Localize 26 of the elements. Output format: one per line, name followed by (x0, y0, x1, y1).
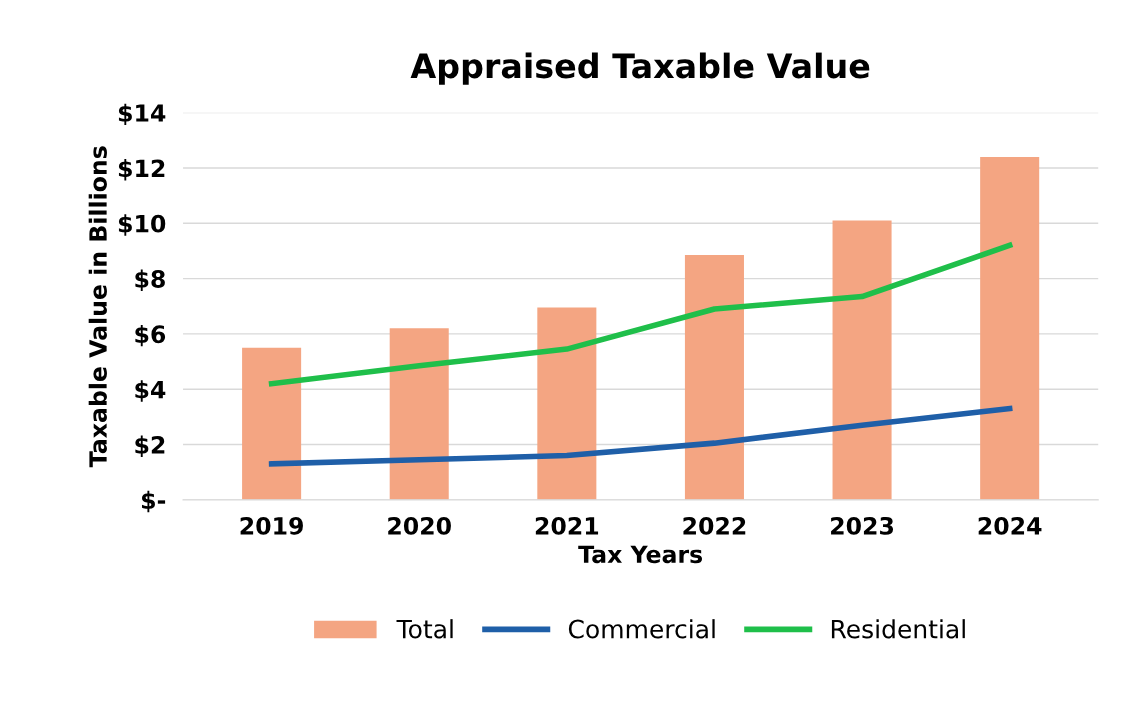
bar (684, 255, 744, 500)
x-tick-label: 2022 (683, 516, 746, 535)
bar (980, 156, 1040, 500)
y-tick-label: $- (141, 490, 166, 513)
chart-title: Appraised Taxable Value (410, 52, 870, 85)
y-axis-title: Taxable Value in Billions (88, 146, 107, 468)
x-axis-title: Tax Years (578, 545, 703, 564)
bar (832, 220, 892, 500)
y-tick-label: $2 (135, 435, 165, 457)
y-tick-label: $10 (118, 214, 166, 236)
x-tick-label: 2020 (388, 516, 451, 535)
y-tick-label: $12 (118, 158, 165, 181)
x-tick-label: 2024 (978, 516, 1042, 535)
bar (389, 328, 449, 500)
y-tick-label: $8 (135, 269, 165, 292)
x-tick-label: 2023 (831, 516, 894, 535)
y-tick-label: $6 (135, 324, 166, 347)
legend-label: Commercial (568, 619, 715, 639)
y-tick-label: $4 (135, 380, 166, 402)
x-tick-label: 2019 (240, 516, 303, 535)
bar (242, 347, 302, 500)
x-tick-label: 2021 (535, 516, 599, 535)
bar (537, 307, 597, 500)
y-tick-label: $14 (118, 103, 166, 126)
legend-label: Residential (831, 619, 965, 639)
legend-label: Total (396, 619, 453, 639)
